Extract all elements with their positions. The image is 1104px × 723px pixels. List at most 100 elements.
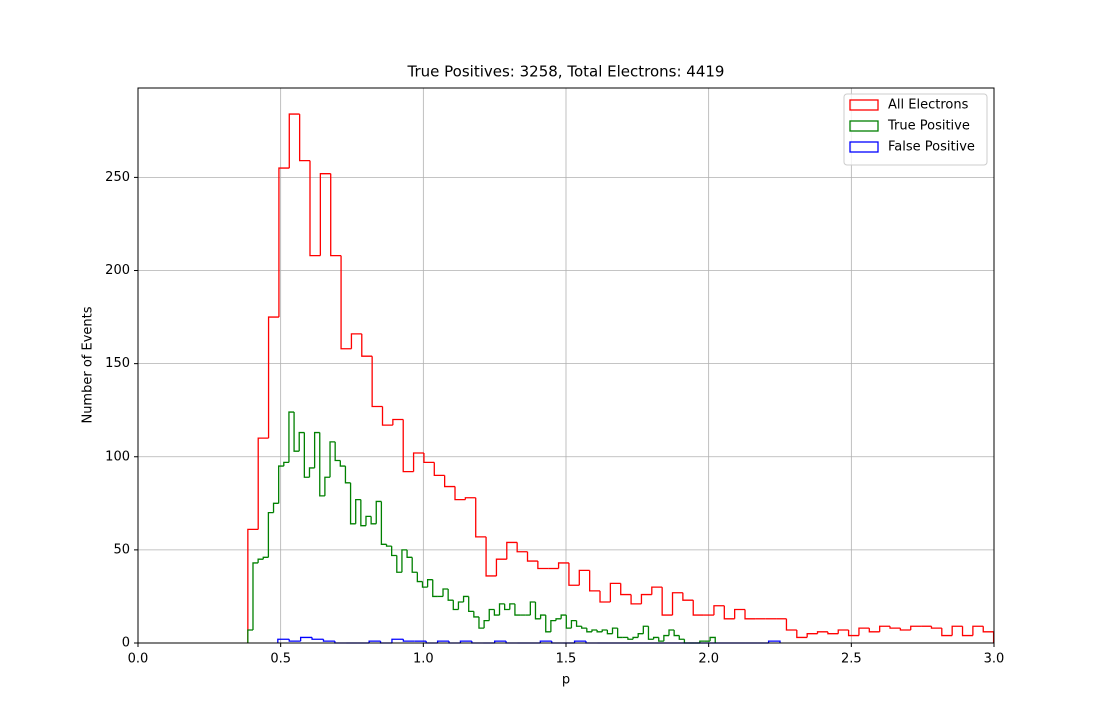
histogram-bin [606, 629, 613, 635]
histogram-bin [457, 601, 464, 610]
histogram-bin [889, 626, 901, 629]
histogram-bin [586, 628, 592, 633]
histogram-bin [298, 114, 310, 162]
histogram-bin [278, 167, 290, 318]
histogram-bin [668, 629, 675, 636]
plot-frame [137, 87, 995, 644]
histogram-bin [324, 476, 331, 496]
histogram-bin [375, 500, 382, 524]
histogram-bin [392, 418, 404, 426]
histogram-bin [391, 546, 397, 557]
histogram-bin [360, 499, 366, 527]
histogram-bin [658, 637, 664, 642]
histogram-bin [299, 636, 313, 642]
histogram-bin [247, 528, 259, 643]
histogram-bin [534, 602, 541, 620]
histogram-bin [692, 600, 704, 616]
histogram-bin [381, 406, 393, 426]
histogram-bin [272, 502, 279, 513]
y-tick-label: 50 [113, 542, 130, 557]
histogram-bin [620, 583, 632, 596]
histogram-bin [509, 603, 515, 610]
histogram-bin [868, 628, 880, 633]
histogram-bin [288, 411, 295, 463]
histogram-bin [426, 579, 433, 588]
histogram-bin [651, 586, 663, 595]
histogram-bin [498, 603, 505, 616]
histogram-bin [355, 498, 361, 524]
histogram-bin [627, 637, 634, 640]
histogram-bin [262, 556, 269, 560]
y-tick-label: 0 [122, 636, 130, 651]
histogram-bin [309, 160, 321, 257]
histogram-bin [972, 625, 984, 636]
histogram-bin [652, 636, 659, 640]
histogram-bin [573, 640, 586, 643]
histogram-bin [319, 173, 331, 256]
x-tick-label: 1.5 [556, 652, 577, 667]
histogram-bin [723, 605, 735, 620]
histogram-bin [462, 595, 469, 603]
histogram-bin [951, 625, 963, 636]
histogram-bin [334, 441, 341, 462]
histogram-bin [632, 636, 639, 640]
histogram-bin [591, 629, 598, 632]
histogram-bin [288, 113, 300, 169]
histogram-bin [837, 629, 849, 634]
histogram-bin [734, 608, 746, 619]
histogram-bin [329, 441, 336, 478]
histogram-bin [910, 625, 922, 630]
histogram-bin [713, 605, 725, 616]
legend-label: False Positive [888, 140, 975, 155]
histogram-bin [744, 609, 756, 620]
x-axis-label: p [562, 673, 570, 688]
histogram-bin [478, 616, 485, 629]
histogram-bin [599, 590, 611, 603]
histogram-bin [616, 628, 623, 639]
histogram-bin [371, 356, 383, 408]
histogram-bin [539, 614, 546, 619]
histogram-bin [473, 611, 479, 618]
histogram-bin [796, 629, 808, 639]
histogram-bin [432, 579, 438, 598]
x-tick-label: 0.5 [270, 652, 291, 667]
y-axis-label: Number of Events [81, 306, 96, 423]
legend-swatch [849, 120, 879, 132]
histogram-bin [406, 549, 413, 558]
histogram-bin [468, 596, 474, 612]
histogram-bin [899, 628, 911, 631]
histogram-bin [494, 640, 507, 643]
histogram-bin [370, 516, 377, 525]
histogram-bin [495, 558, 507, 576]
histogram-bin [539, 640, 552, 643]
histogram-bin [350, 333, 362, 349]
histogram-bin [402, 639, 415, 642]
histogram-bin [257, 558, 264, 563]
histogram-bin [344, 466, 351, 484]
histogram-bin [257, 437, 269, 530]
histogram-bin [277, 638, 290, 643]
x-tick-label: 2.0 [698, 652, 719, 667]
histogram-bin [411, 557, 418, 573]
y-tick-label: 100 [105, 449, 130, 464]
y-tick-label: 250 [105, 170, 130, 185]
histogram-bin [288, 639, 301, 642]
histogram-bin [443, 475, 456, 488]
histogram-series [247, 113, 995, 643]
histogram-bin [278, 465, 284, 504]
histogram-bin [483, 620, 490, 629]
histogram-bin [401, 549, 408, 573]
histogram-bin [858, 627, 870, 636]
histogram-bin [555, 618, 562, 621]
histogram-bin [642, 625, 649, 634]
histogram-bin [514, 603, 521, 616]
histogram-bin [433, 462, 445, 477]
histogram-bin [596, 629, 603, 633]
histogram-bin [682, 592, 694, 601]
histogram-bin [319, 432, 325, 497]
x-tick-label: 0.0 [128, 652, 149, 667]
histogram-bin [361, 333, 373, 357]
chart-title: True Positives: 3258, Total Electrons: 4… [407, 63, 725, 81]
histogram-bin [416, 572, 423, 583]
histogram-bin [529, 601, 536, 616]
